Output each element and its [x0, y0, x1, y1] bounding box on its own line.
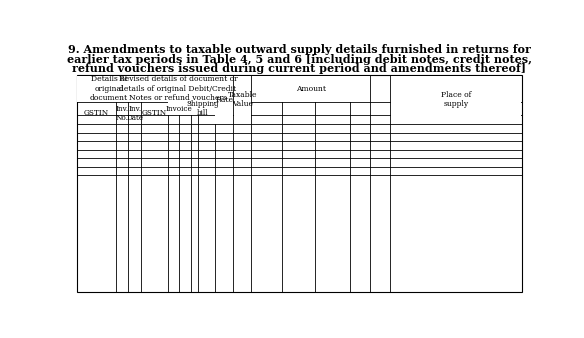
Bar: [191, 102, 214, 115]
Text: 9. Amendments to taxable outward supply details furnished in returns for: 9. Amendments to taxable outward supply …: [68, 44, 531, 55]
Text: Invoice: Invoice: [166, 105, 193, 113]
Bar: [234, 75, 251, 124]
Bar: [77, 75, 522, 292]
Bar: [252, 75, 370, 102]
Text: Revised details of document or
details of original Debit/Credit
Notes or refund : Revised details of document or details o…: [119, 75, 237, 102]
Bar: [168, 102, 190, 115]
Text: Inv.
No.: Inv. No.: [116, 105, 129, 122]
Text: Details of
original
document: Details of original document: [90, 75, 128, 102]
Bar: [77, 75, 141, 102]
Bar: [215, 75, 233, 124]
Text: refund vouchers issued during current period and amendments thereof]: refund vouchers issued during current pe…: [72, 63, 526, 74]
Text: Inv.
Date: Inv. Date: [126, 105, 143, 122]
Text: earlier tax periods in Table 4, 5 and 6 [including debit notes, credit notes,: earlier tax periods in Table 4, 5 and 6 …: [67, 54, 532, 65]
Text: Shipping
bill: Shipping bill: [186, 100, 219, 117]
Text: Amount: Amount: [296, 85, 326, 93]
Text: Place of
supply: Place of supply: [441, 91, 471, 108]
Text: GSTIN: GSTIN: [84, 109, 109, 117]
Bar: [141, 75, 214, 102]
Text: Rate: Rate: [215, 96, 233, 104]
Text: GSTIN: GSTIN: [142, 109, 167, 117]
Bar: [391, 75, 522, 124]
Text: Taxable
Value: Taxable Value: [228, 91, 257, 108]
